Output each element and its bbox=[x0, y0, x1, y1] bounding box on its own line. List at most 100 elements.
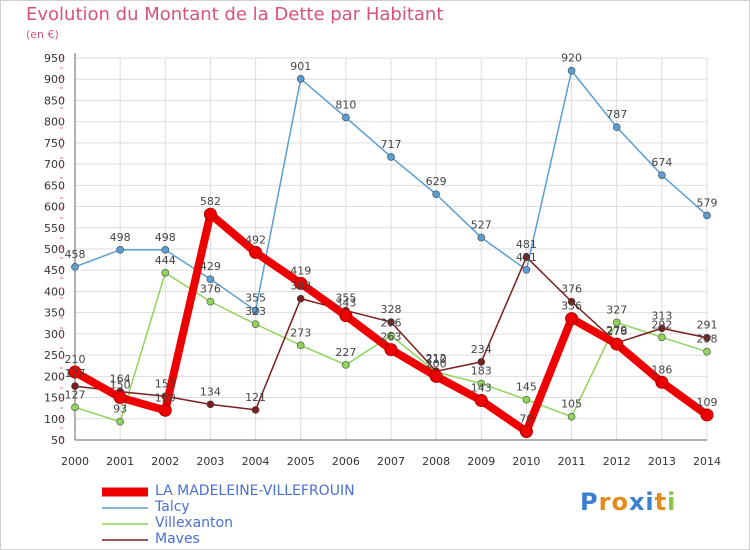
legend-item-maves[interactable]: Maves bbox=[100, 531, 460, 548]
data-point bbox=[251, 306, 260, 315]
data-label: 343 bbox=[335, 297, 356, 310]
data-point bbox=[477, 233, 486, 242]
data-label: 153 bbox=[155, 377, 176, 390]
data-label: 527 bbox=[471, 219, 492, 232]
data-label: 121 bbox=[245, 391, 266, 404]
y-tick-label: 700 bbox=[44, 158, 65, 171]
logo-letter: r bbox=[598, 488, 612, 516]
grid-layer: 50 100 150 200 250 300 350 400 450 500 550 600 650 70… bbox=[44, 52, 721, 468]
data-point bbox=[700, 408, 714, 422]
data-point bbox=[251, 320, 260, 328]
logo-letter: t bbox=[654, 488, 668, 516]
data-point bbox=[567, 412, 576, 421]
data-label: 279 bbox=[606, 324, 627, 337]
x-tick-label: 2014 bbox=[693, 455, 721, 468]
data-point bbox=[116, 417, 124, 426]
legend-label: Talcy bbox=[155, 499, 190, 515]
data-point bbox=[477, 358, 486, 366]
y-tick-label: 250 bbox=[44, 349, 65, 362]
chart-title: Evolution du Montant de la Dette par Hab… bbox=[26, 4, 444, 25]
data-point bbox=[474, 394, 488, 408]
y-tick-label: 550 bbox=[44, 222, 65, 235]
data-point bbox=[387, 318, 395, 326]
data-label: 355 bbox=[335, 292, 356, 305]
data-point bbox=[658, 333, 666, 342]
data-label: 200 bbox=[426, 357, 447, 370]
data-point bbox=[342, 361, 350, 369]
data-label: 355 bbox=[245, 292, 266, 305]
y-tick-label: 200 bbox=[44, 370, 65, 383]
y-tick-label: 800 bbox=[44, 116, 65, 129]
data-point bbox=[658, 324, 666, 333]
y-tick-label: 950 bbox=[44, 52, 65, 65]
data-point bbox=[432, 190, 440, 199]
data-point bbox=[296, 341, 305, 350]
series-talcy bbox=[71, 66, 711, 315]
data-label: 787 bbox=[606, 108, 627, 121]
data-point bbox=[249, 245, 263, 259]
legend-item-la-madeleine[interactable]: LA MADELEINE-VILLEFROUIN bbox=[100, 483, 460, 500]
data-label: 134 bbox=[200, 385, 221, 398]
data-label: 629 bbox=[426, 175, 447, 188]
data-label: 143 bbox=[471, 382, 492, 395]
data-point bbox=[339, 309, 353, 323]
legend-swatch bbox=[102, 539, 148, 541]
y-tick-label: 450 bbox=[44, 264, 65, 277]
data-label: 109 bbox=[697, 396, 718, 409]
legend-label: Maves bbox=[155, 531, 200, 547]
data-point bbox=[519, 425, 533, 439]
data-point bbox=[522, 265, 531, 274]
legend-swatch bbox=[102, 507, 148, 509]
data-point bbox=[68, 365, 82, 379]
y-tick-label: 650 bbox=[44, 179, 65, 192]
data-point bbox=[206, 297, 215, 306]
x-tick-label: 2001 bbox=[106, 455, 134, 468]
data-label: 145 bbox=[516, 381, 537, 394]
data-point bbox=[384, 343, 398, 357]
data-label: 376 bbox=[200, 283, 221, 296]
legend-item-talcy[interactable]: Talcy bbox=[100, 499, 460, 516]
y-tick-label: 750 bbox=[44, 137, 65, 150]
data-label: 458 bbox=[65, 248, 86, 261]
x-tick-label: 2005 bbox=[287, 455, 315, 468]
data-label: 150 bbox=[110, 379, 131, 392]
x-tick-label: 2009 bbox=[467, 455, 495, 468]
data-point bbox=[387, 153, 395, 161]
logo-letter: x bbox=[628, 488, 646, 516]
data-label: 292 bbox=[651, 318, 672, 331]
y-tick-label: 850 bbox=[44, 94, 65, 107]
legend-item-villexanton[interactable]: Villexanton bbox=[100, 515, 460, 532]
data-label: 498 bbox=[155, 231, 176, 244]
data-point bbox=[113, 391, 127, 405]
data-label: 383 bbox=[290, 280, 311, 293]
data-label: 674 bbox=[651, 156, 672, 169]
data-label: 498 bbox=[110, 231, 131, 244]
data-label: 164 bbox=[110, 373, 131, 386]
logo-letter: P bbox=[580, 488, 599, 516]
legend: LA MADELEINE-VILLEFROUIN Talcy Villexant… bbox=[100, 483, 460, 548]
data-point bbox=[206, 275, 215, 283]
data-point bbox=[116, 246, 124, 254]
data-label: 717 bbox=[381, 138, 402, 151]
y-tick-label: 600 bbox=[44, 201, 65, 214]
legend-label: Villexanton bbox=[155, 515, 233, 531]
data-point bbox=[477, 379, 486, 388]
data-label: 444 bbox=[155, 254, 176, 267]
x-tick-label: 2000 bbox=[61, 455, 89, 468]
data-label: 212 bbox=[426, 352, 447, 365]
data-point bbox=[71, 382, 79, 390]
series-layer bbox=[68, 66, 714, 439]
y-tick-label: 100 bbox=[44, 413, 65, 426]
data-label: 210 bbox=[426, 353, 447, 366]
data-point bbox=[429, 369, 443, 383]
data-point bbox=[522, 395, 531, 404]
data-label: 177 bbox=[65, 367, 86, 380]
x-tick-label: 2002 bbox=[151, 455, 179, 468]
y-tick-label: 500 bbox=[44, 243, 65, 256]
x-tick-label: 2003 bbox=[196, 455, 224, 468]
data-label: 579 bbox=[697, 196, 718, 209]
data-label: 582 bbox=[200, 195, 221, 208]
data-label: 258 bbox=[697, 333, 718, 346]
data-point bbox=[342, 113, 350, 122]
data-label: 93 bbox=[113, 403, 127, 416]
